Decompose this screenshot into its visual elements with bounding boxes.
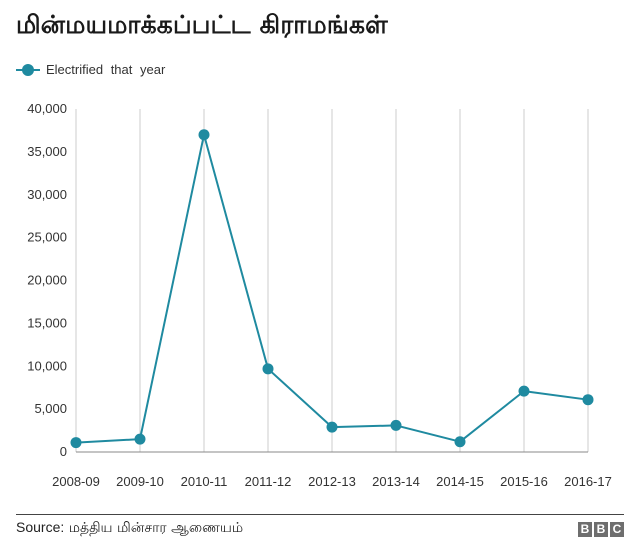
footer-divider xyxy=(16,514,624,515)
data-point xyxy=(390,419,402,431)
x-tick-label: 2016-17 xyxy=(564,474,612,489)
x-tick-label: 2013-14 xyxy=(372,474,420,489)
x-tick-label: 2009-10 xyxy=(116,474,164,489)
source-text: மத்திய மின்சார ஆணையம் xyxy=(68,520,244,536)
bbc-logo-letter: B xyxy=(578,522,592,537)
y-tick-label: 10,000 xyxy=(27,358,67,373)
x-tick-label: 2012-13 xyxy=(308,474,356,489)
data-point xyxy=(582,394,594,406)
x-tick-label: 2010-11 xyxy=(181,474,228,489)
y-tick-label: 0 xyxy=(60,444,67,459)
y-tick-label: 30,000 xyxy=(27,187,67,202)
legend-marker-icon xyxy=(16,63,40,77)
data-point xyxy=(454,436,466,448)
y-tick-label: 15,000 xyxy=(27,315,67,330)
x-tick-label: 2014-15 xyxy=(436,474,484,489)
data-point xyxy=(262,363,274,375)
data-point xyxy=(198,129,210,141)
data-point xyxy=(134,433,146,445)
data-point xyxy=(70,437,82,449)
line-chart: 0 5,000 10,000 15,000 20,000 25,000 30,000 35,0… xyxy=(27,101,612,489)
x-tick-label: 2015-16 xyxy=(500,474,548,489)
y-tick-label: 20,000 xyxy=(27,273,67,288)
bbc-logo-letter: B xyxy=(594,522,608,537)
x-tick-label: 2011-12 xyxy=(245,474,292,489)
legend-label: Electrified that year xyxy=(46,62,166,77)
source-line: Source: மத்திய மின்சார ஆணையம் xyxy=(16,519,243,538)
bbc-logo: B B C xyxy=(578,522,624,537)
x-tick-label: 2008-09 xyxy=(52,474,100,489)
data-point xyxy=(326,421,338,433)
chart-title: மின்மயமாக்கப்பட்ட கிராமங்கள் xyxy=(16,10,388,39)
y-tick-label: 40,000 xyxy=(27,101,67,116)
y-tick-label: 5,000 xyxy=(34,401,67,416)
source-label: Source: xyxy=(16,519,65,535)
data-point xyxy=(518,385,530,397)
y-tick-label: 25,000 xyxy=(27,230,67,245)
bbc-logo-letter: C xyxy=(610,522,624,537)
legend: Electrified that year xyxy=(16,62,165,77)
y-tick-label: 35,000 xyxy=(27,144,67,159)
